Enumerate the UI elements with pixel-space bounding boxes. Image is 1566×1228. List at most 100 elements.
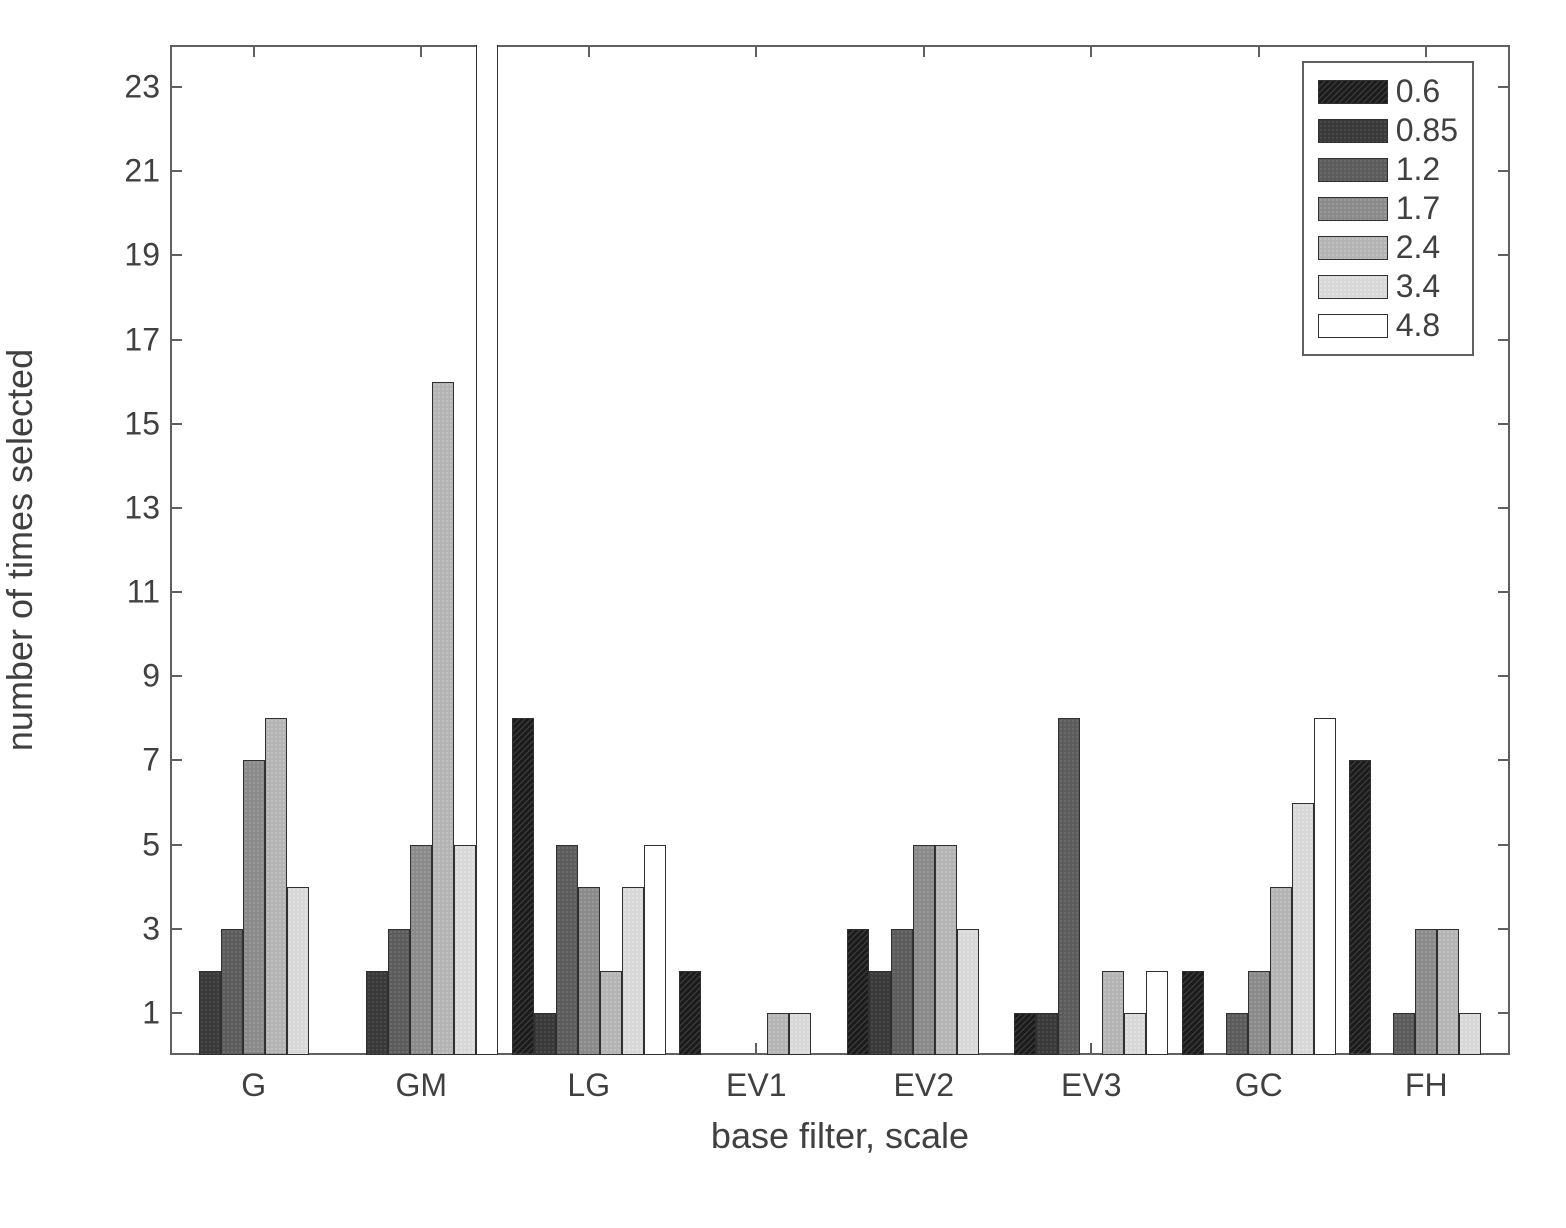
legend-item: 2.4: [1318, 229, 1458, 266]
bar: [1437, 929, 1459, 1055]
x-tick-label: EV3: [1061, 1067, 1121, 1104]
y-tick-label: 11: [110, 574, 160, 611]
legend: 0.60.851.21.72.43.44.8: [1302, 61, 1474, 356]
legend-swatch: [1318, 80, 1388, 104]
bar: [534, 1013, 556, 1055]
legend-item: 1.7: [1318, 190, 1458, 227]
y-tick: [1498, 928, 1510, 930]
y-tick-label: 17: [110, 321, 160, 358]
y-tick-label: 1: [110, 994, 160, 1031]
y-tick: [1498, 844, 1510, 846]
bar: [622, 887, 644, 1055]
y-tick: [1498, 339, 1510, 341]
bar: [1314, 718, 1336, 1055]
y-tick-label: 23: [110, 69, 160, 106]
bar: [432, 382, 454, 1055]
bar: [1226, 1013, 1248, 1055]
y-tick: [1498, 1012, 1510, 1014]
legend-swatch: [1318, 275, 1388, 299]
bar: [512, 718, 534, 1055]
x-tick: [755, 1043, 757, 1055]
legend-item: 3.4: [1318, 268, 1458, 305]
y-tick: [170, 86, 182, 88]
y-tick: [170, 170, 182, 172]
y-tick: [1498, 86, 1510, 88]
x-tick-label: EV1: [726, 1067, 786, 1104]
y-tick: [170, 1012, 182, 1014]
bar: [1014, 1013, 1036, 1055]
x-tick: [420, 45, 422, 57]
x-tick: [588, 45, 590, 57]
bar: [935, 845, 957, 1055]
bar: [913, 845, 935, 1055]
legend-swatch: [1318, 314, 1388, 338]
legend-item: 4.8: [1318, 307, 1458, 344]
bar: [265, 718, 287, 1055]
x-tick-label: GC: [1235, 1067, 1283, 1104]
legend-swatch: [1318, 197, 1388, 221]
x-tick: [253, 45, 255, 57]
y-tick-label: 15: [110, 405, 160, 442]
y-tick: [170, 591, 182, 593]
y-tick: [170, 423, 182, 425]
y-tick-label: 7: [110, 742, 160, 779]
bar: [1182, 971, 1204, 1055]
bar: [767, 1013, 789, 1055]
y-tick: [170, 675, 182, 677]
bar: [1292, 803, 1314, 1056]
y-tick: [1498, 507, 1510, 509]
y-tick: [170, 507, 182, 509]
bar: [1415, 929, 1437, 1055]
bar: [600, 971, 622, 1055]
bar: [410, 845, 432, 1055]
bar: [1146, 971, 1168, 1055]
bar: [1036, 1013, 1058, 1055]
legend-swatch: [1318, 158, 1388, 182]
x-tick: [1258, 45, 1260, 57]
x-tick: [1090, 45, 1092, 57]
bar: [1124, 1013, 1146, 1055]
x-tick-label: FH: [1405, 1067, 1448, 1104]
legend-label: 0.6: [1396, 73, 1440, 110]
y-tick-label: 5: [110, 826, 160, 863]
x-axis-label: base filter, scale: [711, 1115, 969, 1157]
legend-label: 0.85: [1396, 112, 1458, 149]
y-tick-label: 13: [110, 489, 160, 526]
y-tick: [170, 844, 182, 846]
y-tick: [1498, 759, 1510, 761]
bar: [556, 845, 578, 1055]
legend-label: 1.2: [1396, 151, 1440, 188]
y-tick-label: 9: [110, 658, 160, 695]
legend-label: 4.8: [1396, 307, 1440, 344]
bar: [644, 845, 666, 1055]
bar: [891, 929, 913, 1055]
legend-swatch: [1318, 119, 1388, 143]
y-tick-label: 19: [110, 237, 160, 274]
bar: [847, 929, 869, 1055]
bar: [221, 929, 243, 1055]
bar: [679, 971, 701, 1055]
y-tick: [1498, 591, 1510, 593]
y-tick: [1498, 170, 1510, 172]
y-tick: [1498, 254, 1510, 256]
legend-item: 0.85: [1318, 112, 1458, 149]
y-axis-label: number of times selected: [0, 349, 41, 751]
y-tick-label: 3: [110, 910, 160, 947]
chart-container: 1357911131517192123GGMLGEV1EV2EV3GCFH nu…: [0, 0, 1566, 1228]
y-tick: [170, 928, 182, 930]
bar: [1459, 1013, 1481, 1055]
bar: [366, 971, 388, 1055]
x-tick: [1090, 1043, 1092, 1055]
y-tick: [1498, 675, 1510, 677]
legend-label: 3.4: [1396, 268, 1440, 305]
legend-item: 1.2: [1318, 151, 1458, 188]
bar: [1102, 971, 1124, 1055]
bar: [454, 845, 476, 1055]
y-tick: [170, 759, 182, 761]
bar: [476, 45, 498, 1055]
y-tick: [1498, 423, 1510, 425]
y-tick-label: 21: [110, 153, 160, 190]
bar: [789, 1013, 811, 1055]
bar: [287, 887, 309, 1055]
bar: [1349, 760, 1371, 1055]
